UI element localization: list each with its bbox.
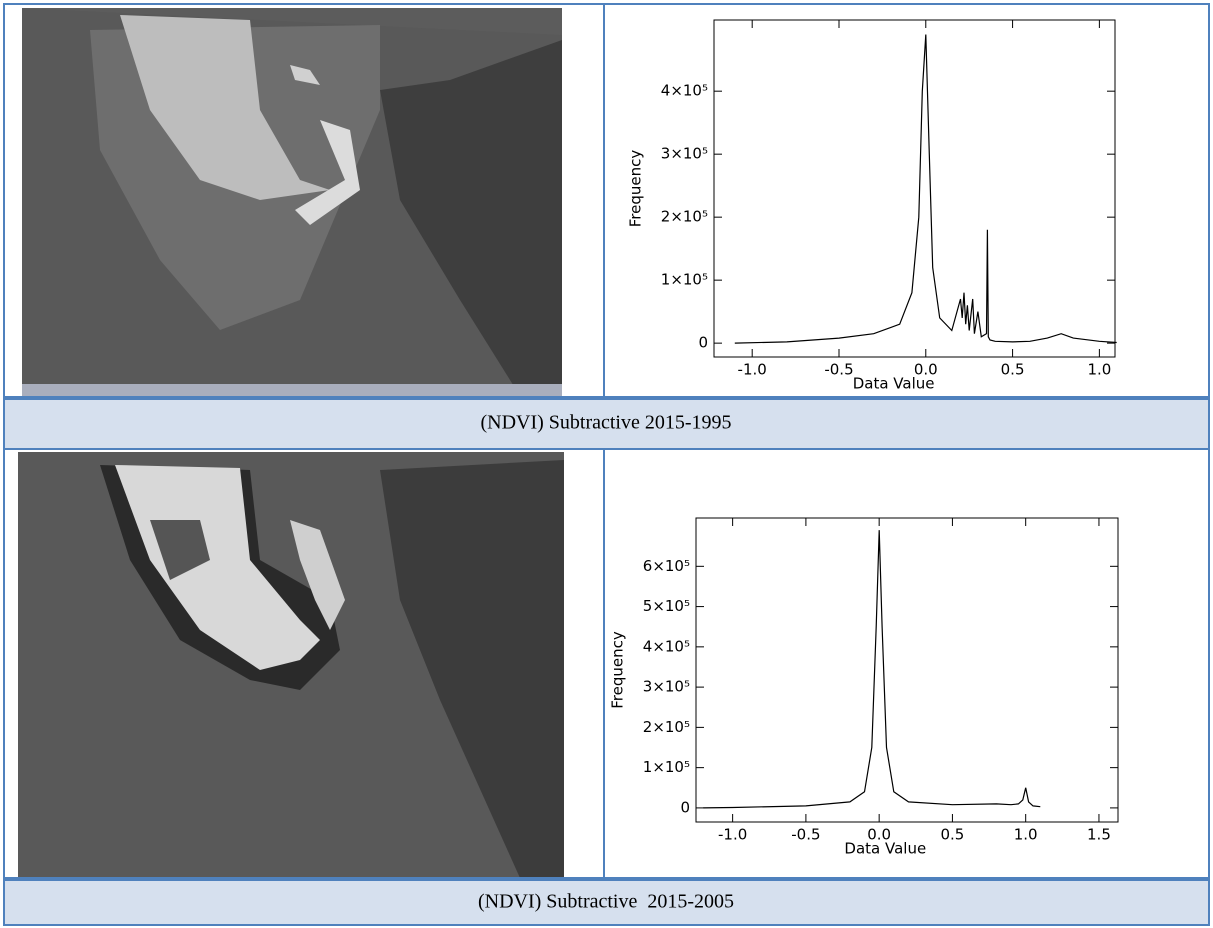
y-tick-label: 0 [698,334,708,352]
x-tick-label: 1.5 [1087,826,1111,844]
y-axis-label: Frequency [609,631,627,709]
y-tick-label: 2×10⁵ [661,208,708,226]
x-tick-label: 0.5 [940,826,964,844]
x-tick-label: 1.0 [1087,361,1111,379]
y-axis-label: Frequency [627,150,645,228]
x-tick-label: -0.5 [791,826,820,844]
y-tick-label: 2×10⁵ [643,718,690,736]
x-tick-label: 0.5 [1001,361,1025,379]
y-tick-label: 0 [680,798,690,816]
caption: (NDVI) Subtractive 2015-2005 [478,891,734,913]
histogram-line [734,34,1117,344]
x-axis-label: Data Value [844,840,926,858]
satellite-image [18,452,564,878]
plot-frame [713,19,1116,358]
x-tick-label: -0.5 [824,361,853,379]
plot-frame [695,517,1119,823]
y-tick-label: 3×10⁵ [643,678,690,696]
table-border [3,3,1210,926]
caption: (NDVI) Subtractive 2015-1995 [480,412,731,434]
y-tick-label: 1×10⁵ [661,271,708,289]
satellite-image [22,8,562,396]
y-tick-label: 4×10⁵ [643,637,690,655]
x-axis-label: Data Value [853,375,935,393]
caption-cell [5,399,1208,449]
y-tick-label: 4×10⁵ [661,82,708,100]
caption-cell [5,880,1208,925]
x-tick-label: -1.0 [718,826,747,844]
x-tick-label: 0.0 [914,361,938,379]
x-tick-label: 0.0 [867,826,891,844]
y-tick-label: 6×10⁵ [643,557,690,575]
x-tick-label: -1.0 [738,361,767,379]
y-tick-label: 3×10⁵ [661,145,708,163]
x-tick-label: 1.0 [1014,826,1038,844]
y-tick-label: 1×10⁵ [643,758,690,776]
y-tick-label: 5×10⁵ [643,597,690,615]
histogram-line [703,530,1041,809]
